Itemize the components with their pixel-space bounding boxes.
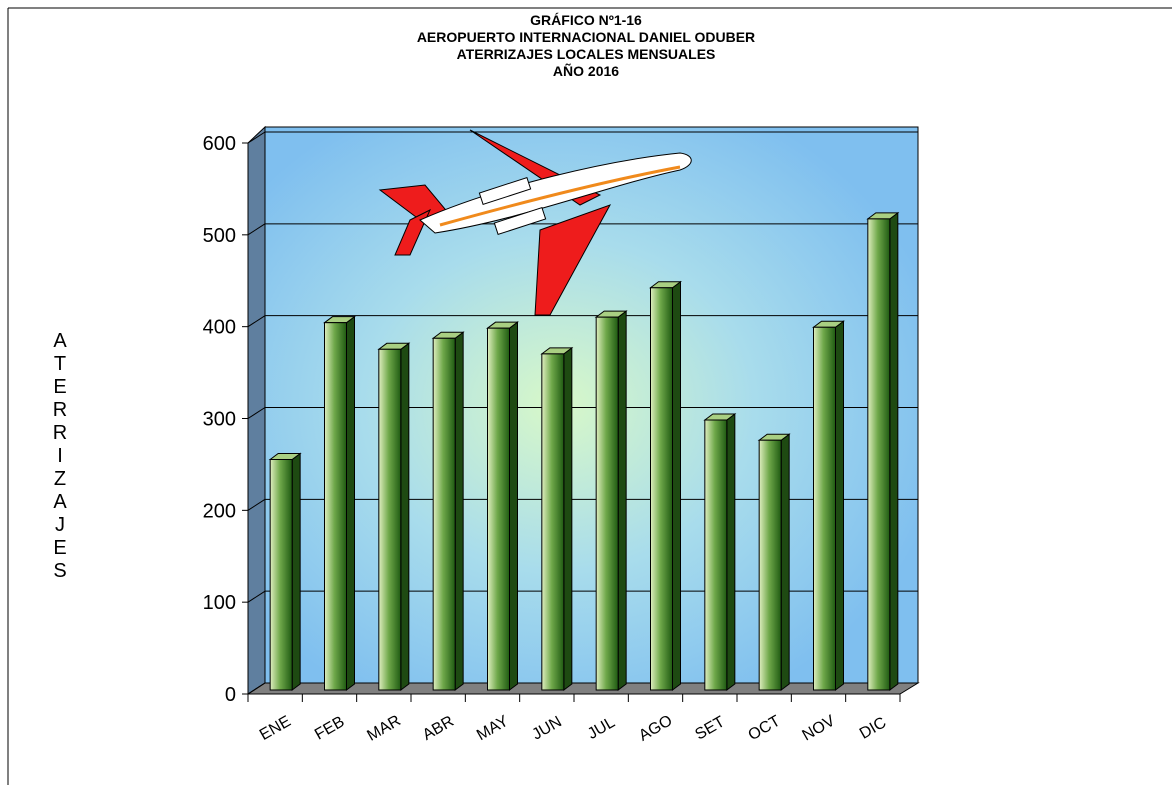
- grid-line: [247, 498, 266, 511]
- bar: [595, 316, 619, 691]
- x-tick-label: DIC: [857, 714, 889, 743]
- y-tick-label: 200: [203, 500, 236, 522]
- bar-side: [889, 211, 899, 691]
- bar-side: [617, 310, 627, 691]
- x-tick-label: MAY: [474, 713, 512, 745]
- grid-line: [247, 131, 266, 144]
- bar: [813, 326, 836, 691]
- bar: [704, 419, 728, 691]
- title: AEROPUERTO INTERNACIONAL DANIEL ODUBER: [417, 29, 755, 45]
- bar: [487, 327, 510, 691]
- bar-side: [291, 452, 301, 691]
- bar: [650, 287, 673, 691]
- bar-side: [726, 413, 736, 691]
- bar: [541, 353, 565, 691]
- x-tick-label: OCT: [746, 713, 784, 745]
- bar: [758, 439, 782, 691]
- x-tick-label: JUN: [529, 713, 564, 743]
- bar: [432, 337, 456, 691]
- x-tick-label: ENE: [257, 713, 294, 744]
- x-tick-label: SET: [692, 713, 728, 743]
- bar: [378, 348, 402, 691]
- bar-side: [835, 320, 844, 691]
- y-tick-label: 500: [203, 225, 236, 247]
- grid-line: [247, 315, 266, 328]
- bar-side: [563, 346, 573, 691]
- side-wall: [247, 125, 266, 695]
- bar-side: [454, 331, 464, 691]
- y-axis-title: ATERRIZAJES: [49, 330, 71, 583]
- title: ATERRIZAJES LOCALES MENSUALES: [457, 46, 716, 62]
- x-tick-label: MAR: [364, 712, 403, 745]
- y-tick-label: 400: [203, 317, 236, 339]
- grid-line: [247, 682, 266, 695]
- bar: [867, 218, 891, 691]
- title: GRÁFICO Nº1-16: [530, 12, 642, 28]
- bar: [269, 458, 293, 691]
- bar-side: [346, 315, 355, 691]
- bar: [324, 322, 347, 691]
- bar-side: [672, 280, 681, 691]
- bar-side: [400, 342, 410, 691]
- y-tick-label: 0: [225, 684, 236, 706]
- grid-line: [247, 223, 266, 236]
- y-tick-label: 100: [203, 592, 236, 614]
- grid-line: [247, 407, 266, 419]
- y-tick-label: 300: [203, 409, 236, 431]
- airplane: [378, 129, 692, 316]
- x-tick-label: AGO: [636, 712, 675, 745]
- bar-side: [780, 433, 790, 691]
- bar-side: [509, 321, 518, 691]
- x-tick-label: JUL: [585, 714, 618, 743]
- title: AÑO 2016: [553, 62, 619, 79]
- x-tick-label: FEB: [312, 713, 347, 743]
- y-tick-label: 600: [203, 133, 236, 155]
- x-tick-label: ABR: [420, 713, 457, 744]
- grid-line: [247, 590, 266, 603]
- x-tick-label: NOV: [799, 712, 838, 744]
